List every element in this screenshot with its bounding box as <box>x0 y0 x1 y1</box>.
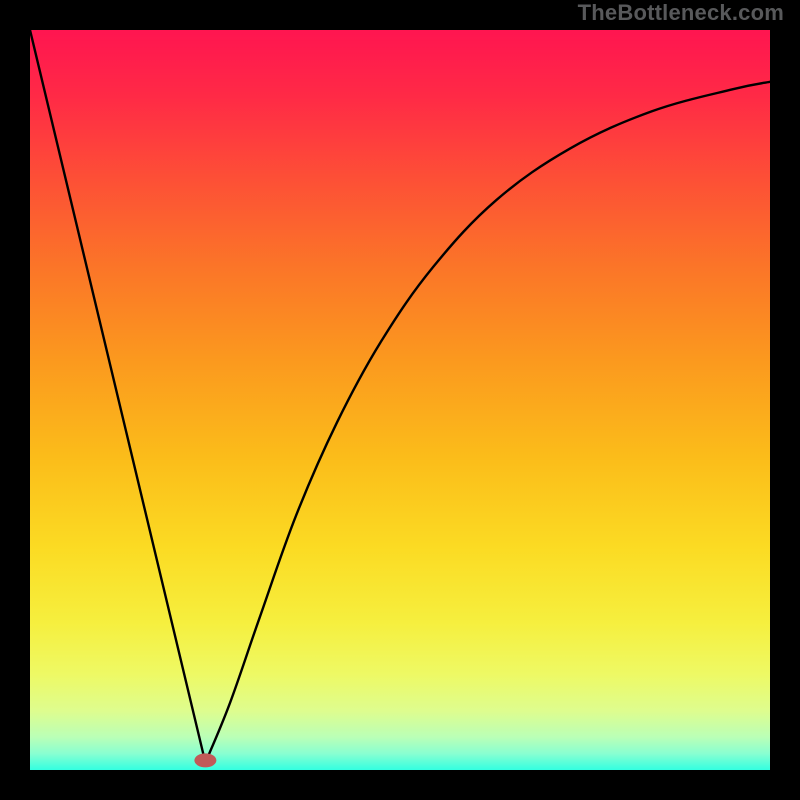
watermark-text: TheBottleneck.com <box>578 0 784 26</box>
plot-area <box>30 30 770 770</box>
gradient-background <box>30 30 770 770</box>
chart-container: TheBottleneck.com <box>0 0 800 800</box>
chart-svg <box>30 30 770 770</box>
bottleneck-marker <box>194 753 216 767</box>
